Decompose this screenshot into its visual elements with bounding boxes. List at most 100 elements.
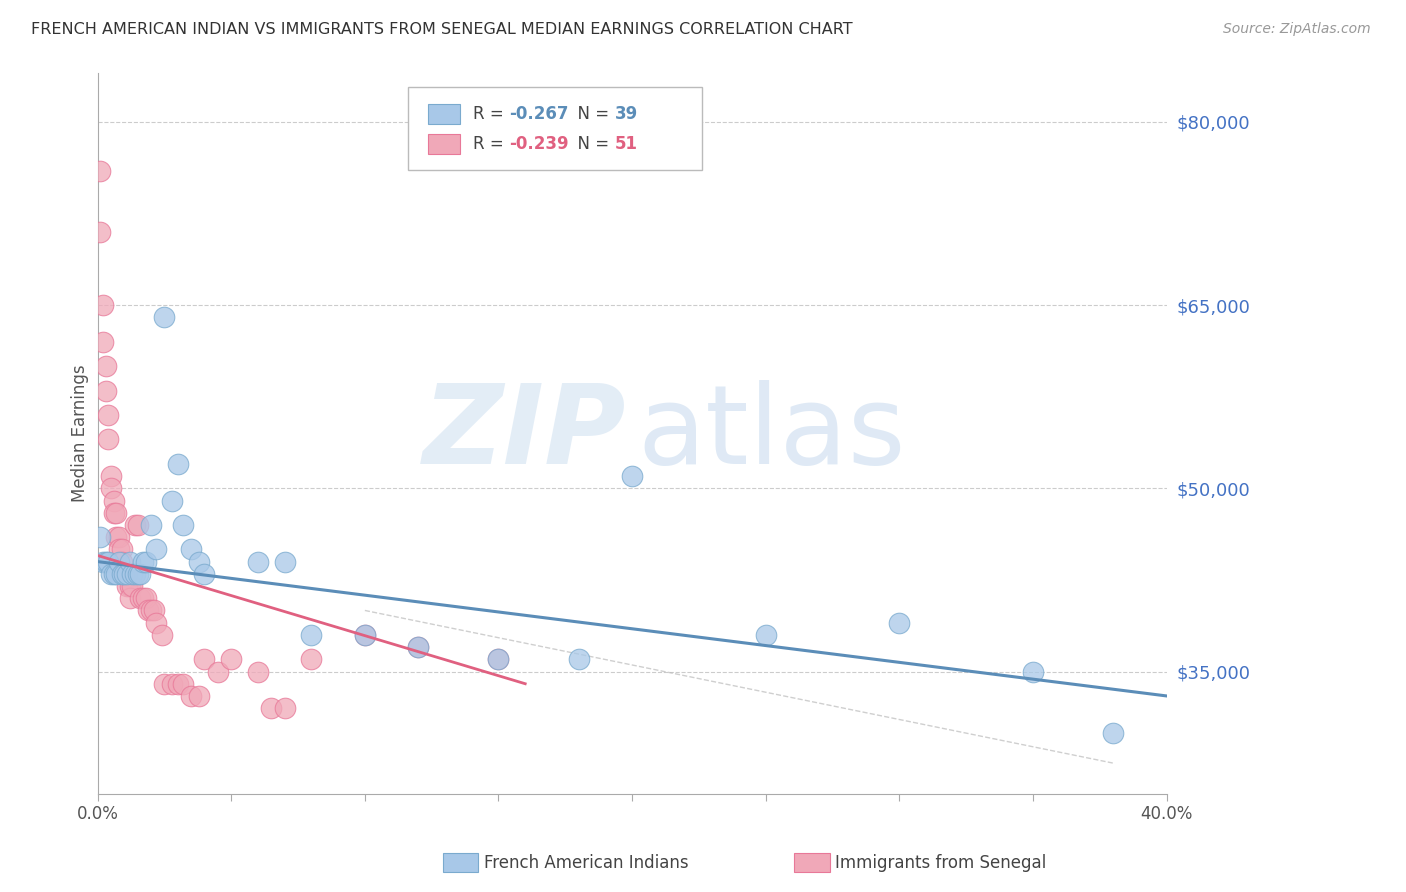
Point [97, 408, 120, 422]
Point [488, 652, 510, 666]
Point [188, 555, 211, 569]
Point [132, 555, 155, 569]
Point [150, 628, 173, 642]
Point [111, 542, 134, 557]
Text: FRENCH AMERICAN INDIAN VS IMMIGRANTS FROM SENEGAL MEDIAN EARNINGS CORRELATION CH: FRENCH AMERICAN INDIAN VS IMMIGRANTS FRO… [31, 22, 852, 37]
Point [105, 566, 128, 581]
Point [118, 555, 141, 569]
Text: -0.267: -0.267 [509, 105, 568, 123]
Point [91, 298, 114, 312]
FancyBboxPatch shape [427, 104, 460, 124]
Point [100, 469, 122, 483]
Point [246, 665, 269, 679]
Point [89, 225, 111, 239]
Point [121, 566, 143, 581]
Point [89, 163, 111, 178]
Point [139, 517, 162, 532]
Point [193, 652, 215, 666]
Point [260, 701, 283, 715]
Point [94, 359, 117, 373]
Point [132, 591, 155, 606]
Point [145, 542, 167, 557]
Point [115, 566, 138, 581]
Text: R =: R = [472, 135, 509, 153]
Point [246, 555, 269, 569]
Point [111, 566, 134, 581]
Point [180, 542, 202, 557]
Text: Source: ZipAtlas.com: Source: ZipAtlas.com [1223, 22, 1371, 37]
Point [129, 566, 152, 581]
Point [299, 628, 322, 642]
Point [115, 566, 138, 581]
Point [142, 603, 165, 617]
Point [273, 701, 295, 715]
Point [97, 433, 120, 447]
Text: N =: N = [567, 105, 614, 123]
Point [127, 517, 149, 532]
Y-axis label: Median Earnings: Median Earnings [72, 365, 89, 502]
Point [193, 566, 215, 581]
Point [408, 640, 430, 654]
Point [91, 334, 114, 349]
Point [889, 615, 911, 630]
Point [112, 566, 135, 581]
Text: ZIP: ZIP [423, 380, 627, 487]
Point [103, 493, 125, 508]
Point [118, 579, 141, 593]
Point [568, 652, 591, 666]
Point [121, 579, 143, 593]
Text: 51: 51 [614, 135, 638, 153]
Point [1102, 725, 1125, 739]
Point [100, 566, 122, 581]
Point [408, 640, 430, 654]
Point [127, 566, 149, 581]
Point [103, 566, 125, 581]
Point [97, 555, 120, 569]
Point [89, 530, 111, 544]
Point [105, 530, 128, 544]
Text: R =: R = [472, 105, 509, 123]
Point [188, 689, 211, 703]
Point [299, 652, 322, 666]
Point [94, 384, 117, 398]
Point [108, 555, 131, 569]
Point [100, 481, 122, 495]
Point [273, 555, 295, 569]
Point [153, 677, 176, 691]
Point [108, 542, 131, 557]
Point [115, 579, 138, 593]
Text: Immigrants from Senegal: Immigrants from Senegal [835, 854, 1046, 871]
Point [172, 517, 194, 532]
Text: atlas: atlas [637, 380, 905, 487]
Point [94, 555, 117, 569]
Point [488, 652, 510, 666]
Point [162, 677, 184, 691]
Point [135, 555, 157, 569]
Point [353, 628, 375, 642]
Point [755, 628, 778, 642]
FancyBboxPatch shape [408, 87, 702, 170]
Point [1022, 665, 1045, 679]
Point [180, 689, 202, 703]
Point [91, 555, 114, 569]
Point [166, 457, 188, 471]
Point [162, 493, 184, 508]
Point [129, 591, 152, 606]
Point [207, 665, 229, 679]
Text: French American Indians: French American Indians [484, 854, 689, 871]
Text: N =: N = [567, 135, 614, 153]
Text: -0.239: -0.239 [509, 135, 569, 153]
Point [103, 506, 125, 520]
Text: 39: 39 [614, 105, 638, 123]
Point [124, 566, 146, 581]
Point [621, 469, 644, 483]
Point [112, 566, 135, 581]
Point [108, 530, 131, 544]
Point [118, 591, 141, 606]
Point [153, 310, 176, 325]
Point [166, 677, 188, 691]
Point [105, 506, 128, 520]
Point [135, 591, 157, 606]
Point [219, 652, 242, 666]
FancyBboxPatch shape [427, 134, 460, 153]
